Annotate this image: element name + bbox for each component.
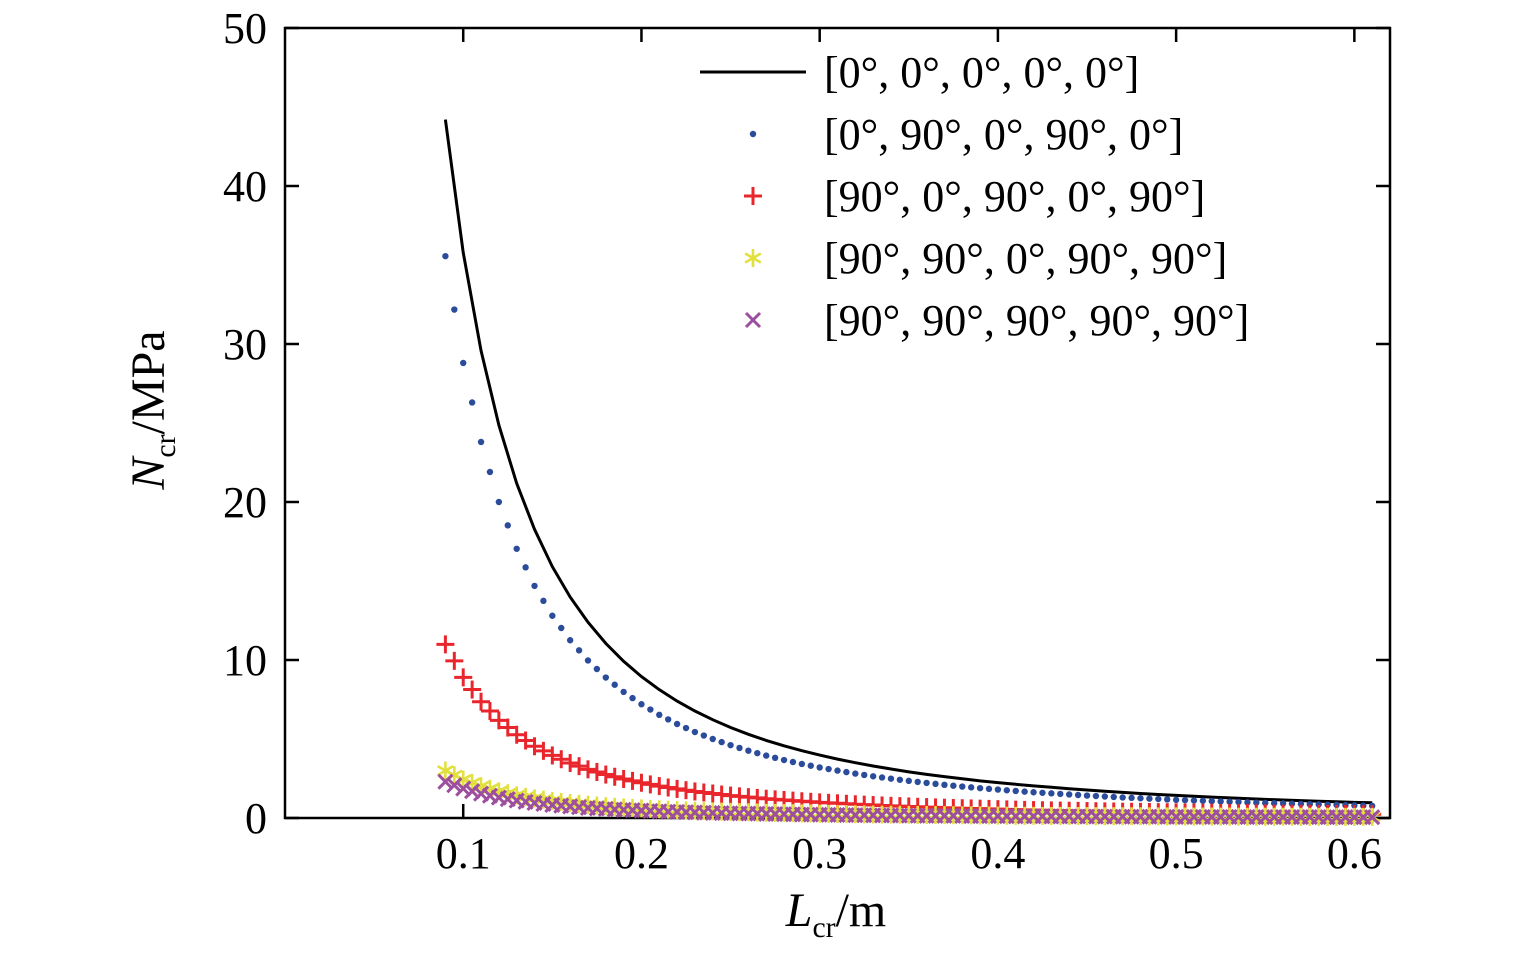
legend-entry: [90°, 90°, 0°, 90°, 90°] [744,234,1227,283]
x-tick-label: 0.6 [1327,829,1382,878]
x-tick-label: 0.4 [970,829,1025,878]
legend-entry: [0°, 0°, 0°, 0°, 0°] [700,48,1139,97]
legend-label: [90°, 90°, 90°, 90°, 90°] [824,296,1249,345]
legend-label: [0°, 90°, 0°, 90°, 0°] [824,110,1183,159]
legend-entry: [90°, 0°, 90°, 0°, 90°] [744,172,1205,221]
x-axis-label: Lcr/m [786,883,887,945]
x-axis-variable: L [785,884,813,938]
y-axis-subscript: cr [148,434,182,458]
x-tick-label: 0.1 [436,829,491,878]
y-tick-label: 50 [223,4,267,53]
series-0 [443,119,1373,805]
series-line [443,119,1373,805]
series-1 [442,252,1376,810]
y-axis-label: Ncr/MPa [121,330,183,489]
y-axis-unit: /MPa [122,330,176,435]
x-axis-subscript: cr [812,910,836,944]
x-tick-label: 0.5 [1149,829,1204,878]
y-tick-label: 10 [223,636,267,685]
y-tick-label: 20 [223,478,267,527]
x-axis-unit: /m [835,884,887,938]
legend-label: [0°, 0°, 0°, 0°, 0°] [824,48,1139,97]
legend-entry: [90°, 90°, 90°, 90°, 90°] [744,296,1249,345]
legend: [0°, 0°, 0°, 0°, 0°] [0°, 90°, 0°, 90°, 0… [700,48,1249,345]
legend-entry: [0°, 90°, 0°, 90°, 0°] [749,110,1183,159]
x-tick-label: 0.2 [614,829,669,878]
legend-label: [90°, 90°, 0°, 90°, 90°] [824,234,1227,283]
series-4 [437,773,1381,826]
x-tick-label: 0.3 [792,829,847,878]
y-axis-variable: N [122,457,176,490]
y-tick-label: 30 [223,320,267,369]
y-tick-label: 0 [245,794,267,843]
legend-label: [90°, 0°, 90°, 0°, 90°] [824,172,1205,221]
y-tick-label: 40 [223,162,267,211]
